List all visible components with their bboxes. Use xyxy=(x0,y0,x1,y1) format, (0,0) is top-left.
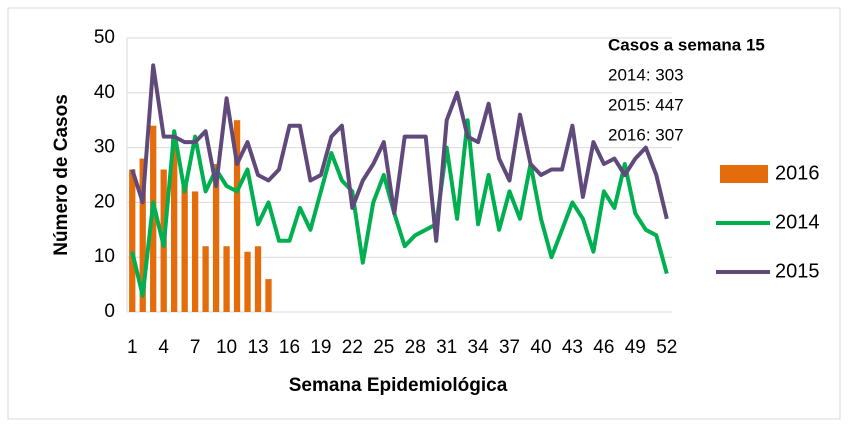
x-tick-label: 10 xyxy=(216,337,237,358)
bar xyxy=(233,120,241,312)
x-tick-label: 1 xyxy=(127,337,138,358)
y-tick-label: 20 xyxy=(94,191,115,212)
x-tick-label: 49 xyxy=(625,337,646,358)
x-tick-label: 52 xyxy=(656,337,677,358)
x-tick-label: 37 xyxy=(499,337,520,358)
x-tick-label: 40 xyxy=(530,337,551,358)
bar xyxy=(244,251,251,312)
annotation: Casos a semana 15 xyxy=(608,35,765,54)
y-tick-label: 0 xyxy=(104,301,115,322)
y-tick-label: 50 xyxy=(94,27,115,48)
x-tick-label: 22 xyxy=(342,337,363,358)
x-tick-label: 28 xyxy=(405,337,426,358)
legend-label: 2015 xyxy=(775,260,820,282)
bar xyxy=(171,136,178,312)
x-tick-label: 19 xyxy=(310,337,331,358)
x-axis-title: Semana Epidemiológica xyxy=(289,375,508,396)
line-series xyxy=(130,118,669,298)
y-tick-label: 30 xyxy=(94,137,115,158)
bar xyxy=(202,246,209,312)
y-axis-title: Número de Casos xyxy=(51,94,72,256)
annotation: 2014: 303 xyxy=(608,65,684,84)
bar xyxy=(212,164,220,312)
legend-label: 2014 xyxy=(775,211,820,233)
legend-label: 2016 xyxy=(775,162,820,184)
chart-frame xyxy=(7,7,841,420)
line-series xyxy=(130,63,669,243)
bar xyxy=(223,246,230,312)
x-tick-label: 13 xyxy=(247,337,268,358)
bar xyxy=(129,169,136,312)
x-tick-label: 34 xyxy=(468,337,490,358)
x-tick-label: 43 xyxy=(562,337,583,358)
bar xyxy=(181,180,188,312)
x-tick-label: 31 xyxy=(436,337,457,358)
bar xyxy=(139,158,146,312)
x-tick-label: 25 xyxy=(373,337,394,358)
bar xyxy=(265,279,272,312)
bar xyxy=(191,191,199,312)
annotation: 2015: 447 xyxy=(608,95,684,114)
y-tick-label: 40 xyxy=(94,82,115,103)
y-tick-label: 10 xyxy=(94,246,115,267)
x-tick-label: 4 xyxy=(158,337,169,358)
annotation: 2016: 307 xyxy=(608,125,684,144)
x-tick-label: 7 xyxy=(190,337,201,358)
bar xyxy=(254,246,262,312)
x-tick-label: 16 xyxy=(279,337,300,358)
x-tick-label: 46 xyxy=(593,337,614,358)
legend-swatch xyxy=(720,165,768,183)
